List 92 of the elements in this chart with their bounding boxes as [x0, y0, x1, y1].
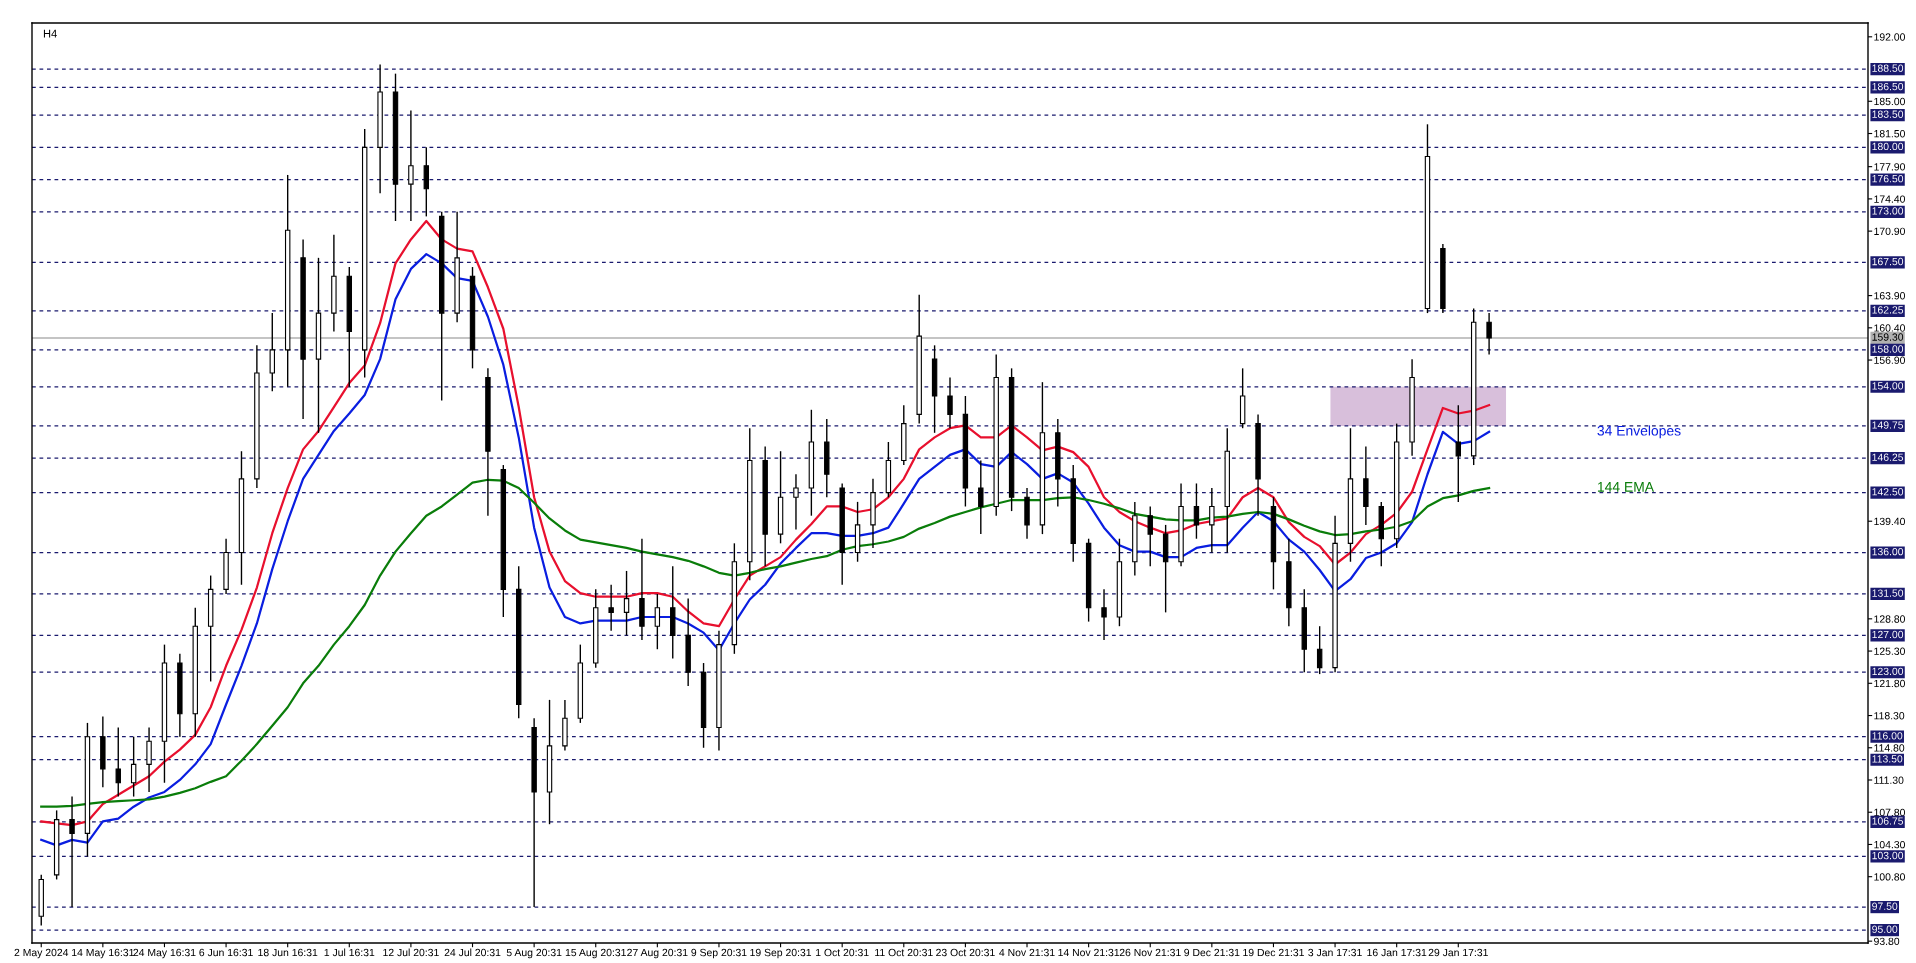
ref-line-label: 103.00 [1872, 851, 1904, 860]
ref-line-label: 162.25 [1872, 306, 1904, 314]
ref-line-label: 123.00 [1872, 667, 1904, 676]
ref-line-label: 113.50 [1872, 755, 1903, 763]
candlestick [146, 726, 152, 793]
x-tick-label: 14 Nov 21:31 [1058, 948, 1120, 957]
x-tick-label: 12 Jul 20:31 [383, 948, 439, 957]
y-tick-label: 104.30 [1874, 840, 1906, 849]
y-tick-label: 160.40 [1874, 324, 1906, 332]
x-tick-label: 1 Jul 16:31 [324, 948, 375, 957]
ref-line-label: 97.50 [1872, 902, 1898, 910]
x-tick-label: 26 Nov 21:31 [1119, 948, 1181, 957]
candlestick [69, 795, 75, 908]
candlestick [115, 726, 121, 798]
candlestick [608, 584, 614, 632]
ref-line-label: 158.00 [1872, 345, 1904, 353]
ref-line-label: 173.00 [1872, 207, 1904, 215]
y-tick-label: 100.80 [1874, 873, 1906, 881]
x-tick-label: 6 Jun 16:31 [199, 948, 253, 957]
candlestick [269, 312, 275, 393]
y-tick-label: 185.00 [1874, 97, 1906, 106]
ref-line-label: 186.50 [1872, 82, 1904, 91]
x-tick-label: 24 May 16:31 [133, 948, 196, 959]
x-tick-label: 15 Aug 20:31 [565, 948, 626, 959]
candlestick [1147, 505, 1153, 568]
x-tick-label: 19 Dec 21:31 [1243, 948, 1304, 957]
x-tick-label: 24 Jul 20:31 [444, 948, 501, 957]
x-tick-label: 29 Jan 17:31 [1428, 948, 1488, 957]
ref-line-label: 149.75 [1872, 421, 1904, 429]
y-tick-label: 163.90 [1874, 292, 1906, 300]
text: 34 Envelopes [1597, 425, 1681, 439]
ref-line-label: 106.75 [1872, 817, 1904, 825]
candlestick [1209, 487, 1215, 554]
y-tick-label: 139.40 [1874, 517, 1906, 526]
x-tick-label: 14 May 16:31 [72, 948, 134, 959]
y-tick-label: 111.30 [1874, 776, 1904, 784]
candlestick [1486, 312, 1492, 356]
ref-line-label: 131.50 [1872, 589, 1904, 597]
x-tick-label: 3 Jan 17:31 [1308, 948, 1362, 957]
ref-line-label: 154.00 [1872, 382, 1904, 390]
ref-line-label: 183.50 [1872, 110, 1904, 118]
ref-line-label: 180.00 [1872, 142, 1904, 151]
candlestick [978, 459, 984, 535]
y-tick-label: 107.80 [1874, 808, 1906, 817]
x-tick-label: 2 May 2024 [14, 948, 69, 959]
x-tick-label: 9 Dec 21:31 [1184, 948, 1240, 957]
x-tick-label: 27 Aug 20:31 [627, 948, 688, 959]
ref-line-label: 142.50 [1872, 488, 1904, 496]
ref-line-label: 167.50 [1872, 257, 1904, 266]
ref-line-label: 146.25 [1872, 453, 1904, 461]
candlestick [793, 473, 799, 531]
x-tick-label: 5 Aug 20:31 [506, 948, 562, 959]
line-series [40, 478, 1491, 808]
x-tick-label: 19 Sep 20:31 [750, 948, 812, 959]
candlestick [1455, 404, 1461, 503]
y-tick-label: 156.90 [1874, 356, 1906, 364]
y-tick-label: 192.00 [1874, 33, 1906, 41]
candlestick [1193, 482, 1200, 540]
candlestick [1316, 625, 1323, 675]
candlestick [130, 736, 137, 798]
chart-title: H4 [43, 29, 57, 38]
candlestick [423, 146, 430, 218]
y-tick-label: 118.30 [1874, 712, 1905, 720]
y-tick-label: 177.90 [1874, 163, 1906, 171]
y-tick-label: 125.30 [1874, 647, 1906, 655]
ref-line-label: 188.50 [1872, 64, 1904, 72]
x-tick-label: 23 Oct 20:31 [936, 948, 995, 957]
ref-line-label: 159.30 [1872, 333, 1904, 341]
candlestick [654, 593, 661, 650]
x-tick-label: 4 Nov 21:31 [999, 948, 1055, 957]
candlestick [947, 376, 953, 429]
candlestick [408, 109, 414, 222]
x-tick-label: 1 Oct 20:31 [816, 948, 869, 957]
ref-line-label: 176.50 [1872, 174, 1904, 183]
y-tick-label: 93.80 [1874, 937, 1900, 946]
y-tick-label: 181.50 [1874, 130, 1906, 138]
x-tick-label: 9 Sep 20:31 [691, 948, 747, 959]
x-tick-label: 16 Jan 17:31 [1367, 948, 1427, 957]
y-tick-label: 121.80 [1874, 679, 1906, 688]
candlestick [623, 570, 630, 637]
x-tick-label: 18 Jun 16:31 [258, 948, 318, 957]
y-tick-label: 128.80 [1874, 615, 1906, 623]
y-tick-label: 114.80 [1874, 744, 1905, 752]
x-tick-label: 11 Oct 20:31 [875, 948, 933, 957]
text: 144 EMA [1597, 482, 1655, 492]
ref-line-label: 116.00 [1872, 732, 1903, 740]
ref-line-label: 95.00 [1872, 925, 1898, 933]
ref-line-label: 127.00 [1872, 630, 1904, 639]
candlestick [1101, 588, 1107, 641]
y-tick-label: 170.90 [1874, 227, 1906, 236]
ref-line-label: 136.00 [1872, 547, 1904, 556]
y-tick-label: 174.40 [1874, 195, 1906, 203]
